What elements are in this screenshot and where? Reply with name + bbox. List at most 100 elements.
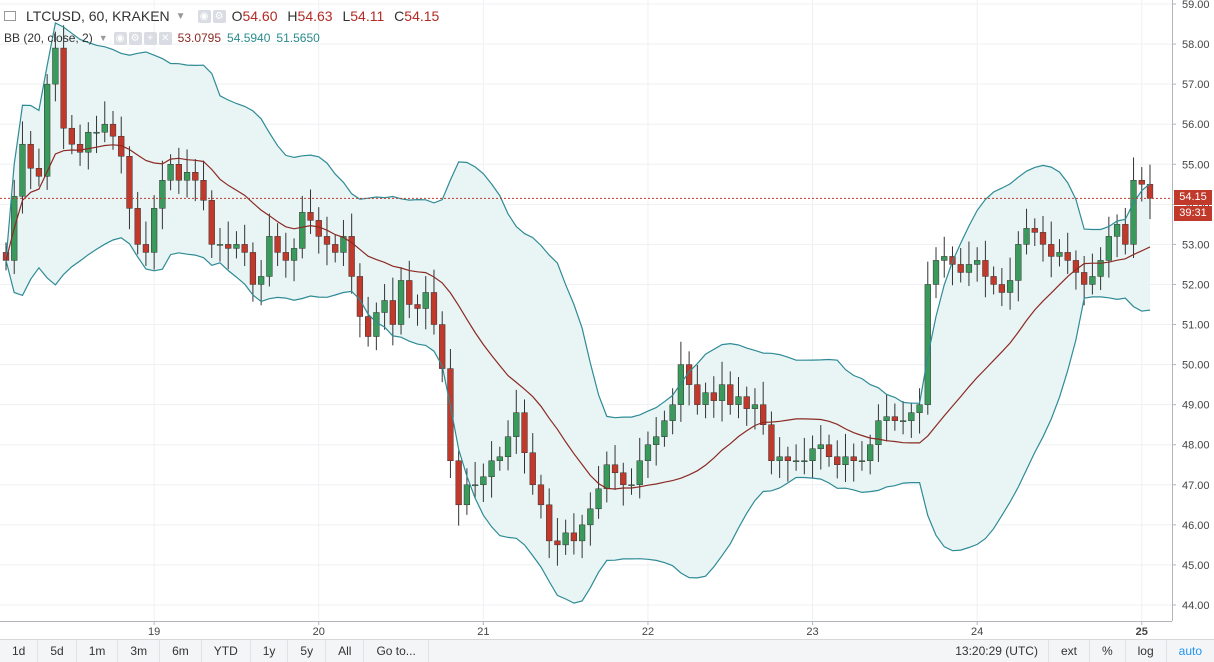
candle-up <box>496 456 503 461</box>
candle-up <box>669 404 676 421</box>
candle-down <box>1064 252 1071 261</box>
settings-icon[interactable]: ⚙ <box>212 9 226 23</box>
candle-down <box>990 276 997 285</box>
band-basis-line <box>5 144 1151 490</box>
candle-down <box>620 472 627 486</box>
candle-up <box>809 448 816 461</box>
candle-down <box>249 252 257 285</box>
candle-down <box>982 260 989 277</box>
candle-up <box>595 488 602 510</box>
candle-down <box>274 236 281 253</box>
open-value: 54.60 <box>242 8 278 24</box>
auto-toggle[interactable]: auto <box>1165 640 1214 662</box>
candle-down <box>406 280 413 305</box>
log-toggle[interactable]: log <box>1124 640 1166 662</box>
price-tick-label: 48.00 <box>1182 440 1210 452</box>
symbol-dropdown-icon[interactable]: ▼ <box>175 10 186 22</box>
candle-down <box>834 456 841 465</box>
candle-up <box>480 476 487 486</box>
indicator-dropdown-icon[interactable]: ▼ <box>98 33 108 43</box>
candle-up <box>817 444 824 449</box>
candle-down <box>430 292 438 325</box>
indicator-lower-value: 51.5650 <box>276 31 320 45</box>
candle-down <box>389 300 396 325</box>
collapse-icon[interactable] <box>4 11 16 21</box>
time-axis[interactable]: 19202122232425262718: <box>148 621 1214 638</box>
add-icon[interactable]: + <box>143 31 157 45</box>
ext-toggle[interactable]: ext <box>1047 640 1089 662</box>
range-ytd-button[interactable]: YTD <box>202 640 251 662</box>
candle-down <box>142 244 150 253</box>
candle-up <box>290 248 298 261</box>
settings-icon[interactable]: ⚙ <box>128 31 142 45</box>
percent-toggle[interactable]: % <box>1088 640 1125 662</box>
candle-down <box>208 200 215 245</box>
eye-icon[interactable]: ◉ <box>197 9 211 23</box>
time-tick-label: 19 <box>148 626 160 638</box>
price-tick-label: 44.00 <box>1182 600 1210 612</box>
range-1y-button[interactable]: 1y <box>251 640 289 662</box>
time-tick-label: 23 <box>806 626 818 638</box>
candle-up <box>183 172 191 181</box>
range-5y-button[interactable]: 5y <box>288 640 327 662</box>
candle-up <box>916 404 923 413</box>
indicator-upper-value: 54.5940 <box>227 31 271 45</box>
candle-up <box>233 244 240 249</box>
range-5d-button[interactable]: 5d <box>38 640 77 662</box>
candle-up <box>899 420 907 422</box>
price-axis[interactable]: 44.00 45.00 46.00 47.00 48.00 49.00 50.00 51.00… <box>1172 0 1210 612</box>
candle-down <box>694 384 701 405</box>
range-all-button[interactable]: All <box>326 640 365 662</box>
range-1m-button[interactable]: 1m <box>77 640 119 662</box>
candle-up <box>792 460 800 462</box>
indicator-label[interactable]: BB (20, close, 2) <box>4 31 93 45</box>
candle-up <box>677 364 685 405</box>
candle-up <box>1105 236 1112 261</box>
candle-up <box>587 508 594 526</box>
candle-down <box>126 156 133 209</box>
price-tick-label: 52.00 <box>1182 279 1210 291</box>
candle-down <box>364 316 372 337</box>
bollinger-lines <box>5 22 1151 604</box>
candle-up <box>159 180 166 209</box>
clock-time[interactable]: 13:20:29 (UTC) <box>955 644 1038 658</box>
low-value: 54.11 <box>350 8 385 24</box>
close-icon[interactable]: ✕ <box>158 31 172 45</box>
range-6m-button[interactable]: 6m <box>160 640 202 662</box>
candle-up <box>1023 228 1030 245</box>
candlestick-chart[interactable]: 44.00 45.00 46.00 47.00 48.00 49.00 50.00 51.00… <box>0 0 1214 639</box>
candle-up <box>463 484 471 506</box>
candle-up <box>908 412 915 421</box>
range-1d-button[interactable]: 1d <box>0 640 39 662</box>
candle-down <box>554 540 561 546</box>
time-tick-label: 20 <box>313 626 325 638</box>
candle-up <box>628 484 635 487</box>
band-lower-line <box>5 237 1151 604</box>
indicator-legend: BB (20, close, 2) ▼ ◉ ⚙ + ✕ 53.0795 54.5… <box>4 30 320 46</box>
candle-down <box>76 143 84 153</box>
candle-up <box>266 236 273 277</box>
candle-down <box>60 47 67 129</box>
candle-down <box>455 460 462 506</box>
high-label: H <box>287 8 298 24</box>
candle-up <box>44 83 51 177</box>
candle-up <box>842 456 849 465</box>
candle-down <box>529 452 536 486</box>
range-3m-button[interactable]: 3m <box>118 640 161 662</box>
candle-down <box>68 127 75 145</box>
candle-up <box>93 131 100 134</box>
goto-button[interactable]: Go to... <box>364 640 429 662</box>
candle-up <box>801 460 808 462</box>
candle-up <box>1130 180 1137 245</box>
candle-up <box>735 396 742 405</box>
eye-icon[interactable]: ◉ <box>113 31 127 45</box>
open-label: O <box>231 8 243 24</box>
candle-down <box>825 444 833 457</box>
time-tick-label: 25 <box>1136 626 1148 638</box>
price-tick-label: 59.00 <box>1182 0 1210 11</box>
symbol-label[interactable]: LTCUSD, 60, KRAKEN <box>26 8 170 24</box>
price-tick-label: 51.00 <box>1182 320 1210 332</box>
time-tick-label: 21 <box>477 626 489 638</box>
candle-down <box>332 244 339 253</box>
candle-up <box>216 244 224 246</box>
